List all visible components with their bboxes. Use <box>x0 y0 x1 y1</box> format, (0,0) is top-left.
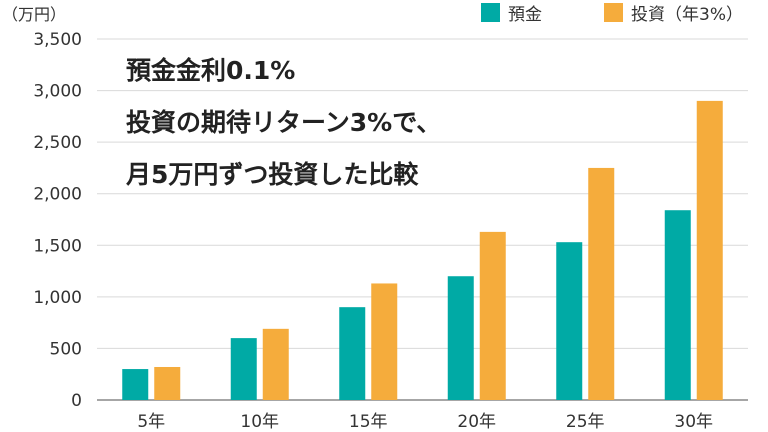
bar-investment <box>262 328 289 400</box>
legend-swatch-deposit <box>481 3 500 22</box>
x-tick-label: 15年 <box>349 412 388 432</box>
bar-deposit <box>230 338 257 400</box>
bar-investment <box>154 366 181 400</box>
legend: 預金 投資（年3%） <box>481 3 743 25</box>
bar-investment <box>588 167 615 400</box>
y-tick-label: 0 <box>71 391 82 411</box>
bar-deposit <box>122 369 149 400</box>
legend-label-investment: 投資（年3%） <box>631 5 743 25</box>
y-tick-label: 2,500 <box>33 133 82 153</box>
bar-investment <box>479 231 506 400</box>
x-tick-label: 25年 <box>566 412 605 432</box>
y-tick-label: 3,000 <box>33 82 82 102</box>
bar-deposit <box>339 307 366 400</box>
x-tick-label: 10年 <box>240 412 279 432</box>
y-tick-label: 2,000 <box>33 185 82 205</box>
annotation-line-2: 投資の期待リターン3%で、 <box>126 108 442 137</box>
x-tick-label: 5年 <box>137 412 165 432</box>
y-tick-label: 500 <box>50 339 82 359</box>
bar-deposit <box>556 242 583 400</box>
annotation-line-3: 月5万円ずつ投資した比較 <box>126 160 419 189</box>
y-axis-unit-label: （万円） <box>2 5 66 24</box>
x-tick-label: 20年 <box>457 412 496 432</box>
chart-annotation: 預金金利0.1% 投資の期待リターン3%で、 月5万円ずつ投資した比較 <box>126 45 441 201</box>
bar-deposit <box>447 276 474 400</box>
y-tick-label: 1,500 <box>33 236 82 256</box>
x-tick-label: 30年 <box>674 412 713 432</box>
x-axis-ticks: 5年 10年 15年 20年 25年 30年 <box>137 412 713 432</box>
bar-deposit <box>664 210 691 400</box>
legend-swatch-investment <box>604 3 623 22</box>
y-tick-label: 3,500 <box>33 30 82 50</box>
bar-investment <box>371 283 398 400</box>
bar-investment <box>696 100 723 400</box>
y-tick-label: 1,000 <box>33 288 82 308</box>
annotation-line-1: 預金金利0.1% <box>126 56 296 85</box>
grid-lines <box>97 38 748 401</box>
legend-label-deposit: 預金 <box>508 5 542 25</box>
bars <box>122 100 723 400</box>
y-axis-ticks: 0 500 1,000 1,500 2,000 2,500 3,000 3,500 <box>33 30 82 411</box>
